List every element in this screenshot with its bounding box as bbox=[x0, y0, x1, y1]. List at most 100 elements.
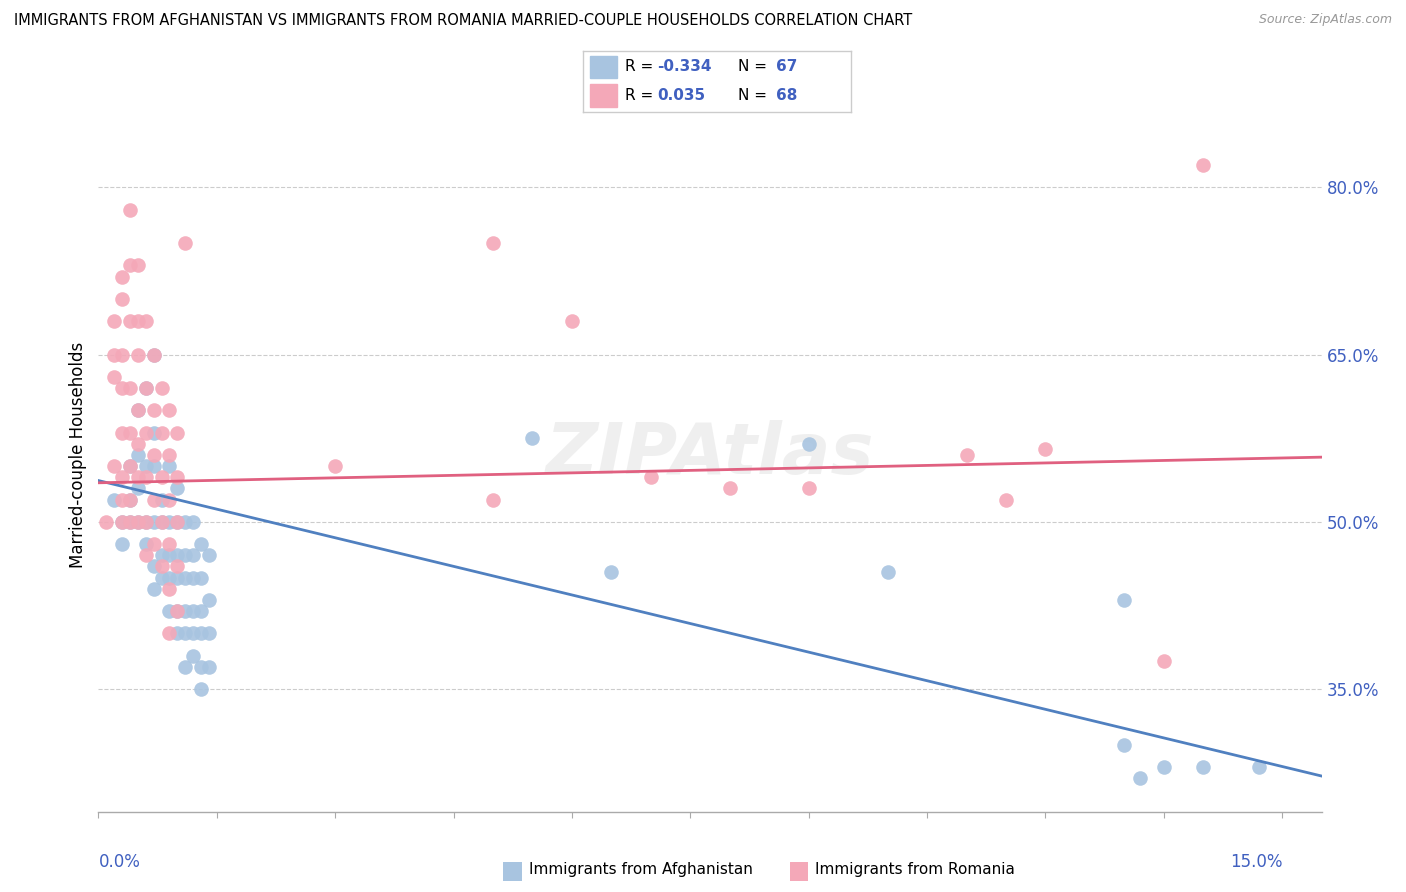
Point bbox=[111, 425, 134, 440]
Text: 67: 67 bbox=[776, 60, 797, 74]
Point bbox=[127, 515, 149, 529]
Point bbox=[103, 459, 125, 474]
Point bbox=[181, 515, 204, 529]
Point bbox=[1035, 442, 1057, 457]
Point bbox=[797, 482, 820, 496]
Point bbox=[174, 236, 197, 251]
Point bbox=[135, 314, 157, 328]
Point bbox=[135, 515, 157, 529]
Point bbox=[142, 582, 165, 596]
Point bbox=[111, 348, 134, 362]
Point bbox=[118, 314, 141, 328]
Point bbox=[198, 592, 221, 607]
Point bbox=[142, 403, 165, 417]
Point bbox=[135, 425, 157, 440]
Point bbox=[174, 626, 197, 640]
Point bbox=[127, 448, 149, 462]
Point bbox=[166, 626, 188, 640]
Point bbox=[159, 537, 181, 551]
Point bbox=[135, 537, 157, 551]
Point bbox=[174, 604, 197, 618]
Point bbox=[166, 604, 188, 618]
Point bbox=[718, 482, 741, 496]
Point bbox=[103, 492, 125, 507]
Point bbox=[103, 348, 125, 362]
Point bbox=[166, 559, 188, 574]
Point bbox=[994, 492, 1017, 507]
Point bbox=[135, 515, 157, 529]
Point bbox=[166, 515, 188, 529]
Text: -0.334: -0.334 bbox=[657, 60, 711, 74]
Point bbox=[159, 626, 181, 640]
Point bbox=[174, 660, 197, 674]
Point bbox=[150, 559, 173, 574]
Point bbox=[142, 492, 165, 507]
Point bbox=[118, 492, 141, 507]
Point bbox=[1192, 158, 1215, 172]
Point bbox=[522, 431, 544, 445]
Point bbox=[166, 548, 188, 563]
Point bbox=[135, 459, 157, 474]
Point bbox=[111, 515, 134, 529]
Point bbox=[181, 626, 204, 640]
Y-axis label: Married-couple Households: Married-couple Households bbox=[69, 342, 87, 568]
Point bbox=[159, 448, 181, 462]
Point bbox=[111, 515, 134, 529]
Point bbox=[198, 660, 221, 674]
Point bbox=[482, 236, 505, 251]
Point bbox=[1114, 738, 1136, 752]
Point bbox=[159, 571, 181, 585]
Point bbox=[797, 437, 820, 451]
Point bbox=[190, 537, 212, 551]
Text: R =: R = bbox=[624, 88, 658, 103]
Point bbox=[142, 459, 165, 474]
Point bbox=[142, 448, 165, 462]
Point bbox=[159, 582, 181, 596]
Point bbox=[111, 381, 134, 395]
Point bbox=[955, 448, 977, 462]
Point bbox=[159, 604, 181, 618]
Bar bbox=[591, 84, 617, 107]
Point bbox=[111, 269, 134, 284]
Point bbox=[174, 515, 197, 529]
Point bbox=[111, 492, 134, 507]
Point bbox=[1247, 760, 1270, 774]
Text: 0.035: 0.035 bbox=[657, 88, 704, 103]
Point bbox=[127, 437, 149, 451]
Point bbox=[150, 571, 173, 585]
Point bbox=[876, 565, 898, 579]
Point bbox=[190, 604, 212, 618]
Text: Immigrants from Afghanistan: Immigrants from Afghanistan bbox=[529, 863, 752, 877]
Point bbox=[181, 548, 204, 563]
Point bbox=[198, 548, 221, 563]
Point bbox=[103, 369, 125, 384]
Text: 68: 68 bbox=[776, 88, 797, 103]
Point bbox=[1192, 760, 1215, 774]
Point bbox=[135, 381, 157, 395]
Text: Immigrants from Romania: Immigrants from Romania bbox=[815, 863, 1015, 877]
Point bbox=[118, 459, 141, 474]
Point bbox=[127, 403, 149, 417]
Point bbox=[323, 459, 346, 474]
Text: N =: N = bbox=[738, 60, 772, 74]
Point bbox=[118, 492, 141, 507]
Point bbox=[150, 381, 173, 395]
Point bbox=[111, 292, 134, 306]
Point bbox=[118, 259, 141, 273]
Point bbox=[150, 470, 173, 484]
Point bbox=[1153, 760, 1175, 774]
Point bbox=[118, 459, 141, 474]
Point bbox=[127, 470, 149, 484]
Point bbox=[159, 492, 181, 507]
Point bbox=[142, 559, 165, 574]
Point bbox=[159, 515, 181, 529]
Point bbox=[159, 459, 181, 474]
Point bbox=[127, 403, 149, 417]
Point bbox=[142, 348, 165, 362]
Point bbox=[181, 648, 204, 663]
Point bbox=[111, 470, 134, 484]
Point bbox=[166, 482, 188, 496]
Point bbox=[482, 492, 505, 507]
Point bbox=[142, 515, 165, 529]
Point bbox=[150, 425, 173, 440]
